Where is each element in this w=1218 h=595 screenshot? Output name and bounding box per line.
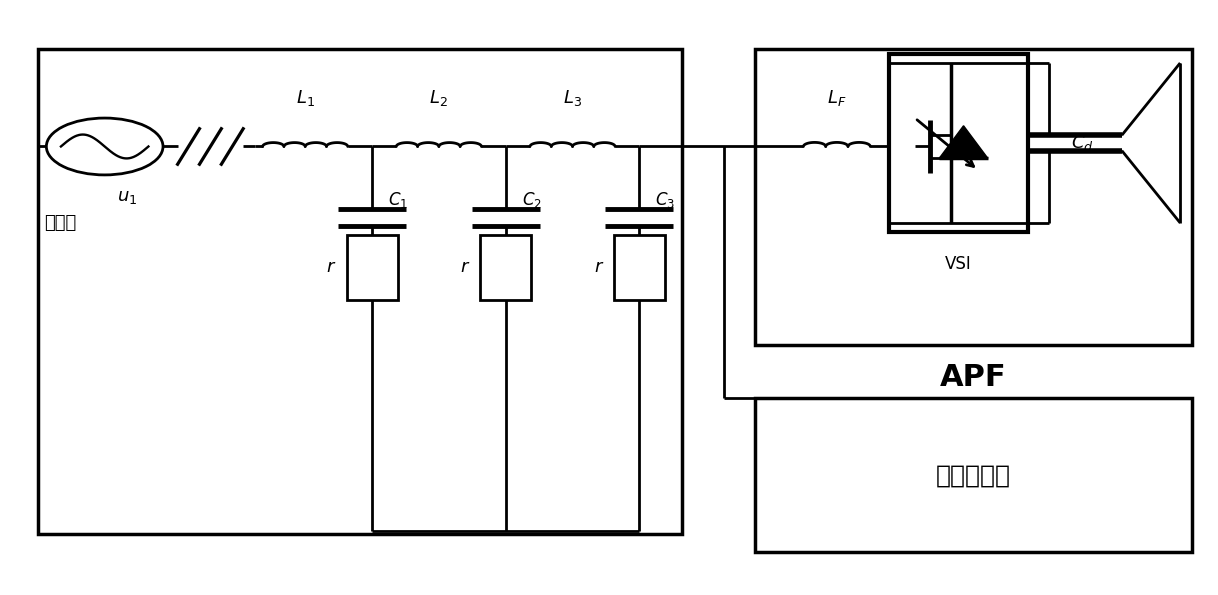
Bar <box>755 49 1192 345</box>
Bar <box>38 49 682 534</box>
Text: VSI: VSI <box>945 255 972 274</box>
Text: 用户侧设备: 用户侧设备 <box>937 463 1011 487</box>
Text: $r$: $r$ <box>594 258 604 276</box>
Bar <box>346 234 397 300</box>
Bar <box>480 234 531 300</box>
Text: $L_2$: $L_2$ <box>430 88 448 108</box>
Text: $L_3$: $L_3$ <box>563 88 582 108</box>
Text: $C_1$: $C_1$ <box>387 190 408 211</box>
Text: $r$: $r$ <box>460 258 470 276</box>
Text: $C_3$: $C_3$ <box>655 190 675 211</box>
Text: 电网侧: 电网侧 <box>44 214 77 233</box>
Text: $C_2$: $C_2$ <box>521 190 541 211</box>
Text: $u_1$: $u_1$ <box>117 188 138 206</box>
Text: $C_d$: $C_d$ <box>1071 133 1094 153</box>
Text: $L_F$: $L_F$ <box>827 88 847 108</box>
Text: $L_1$: $L_1$ <box>296 88 314 108</box>
Bar <box>614 234 665 300</box>
Bar <box>888 54 1028 232</box>
Text: $r$: $r$ <box>326 258 337 276</box>
Polygon shape <box>939 126 988 158</box>
Text: APF: APF <box>940 363 1007 392</box>
Bar <box>755 398 1192 552</box>
